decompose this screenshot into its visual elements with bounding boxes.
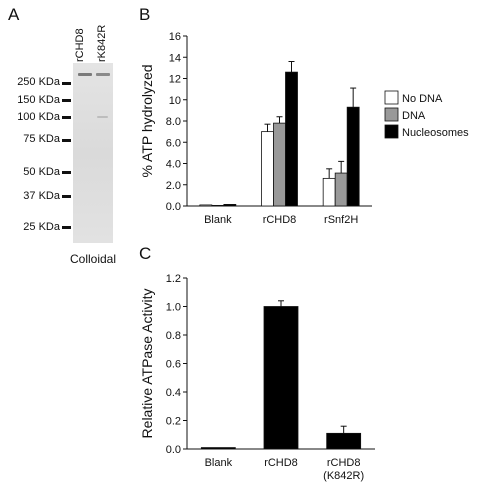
marker-tick xyxy=(62,195,71,198)
chart-c-bar xyxy=(263,306,299,450)
chart-b-y-axis-label: % ATP hydrolyzed xyxy=(139,64,155,177)
chart-b-legend-label: No DNA xyxy=(402,93,443,105)
chart-c-y-tick-label: 0.2 xyxy=(166,416,181,428)
marker-label-50: 50 KDa xyxy=(23,166,60,178)
chart-b-x-tick-label: Blank xyxy=(204,214,232,226)
chart-b-bar xyxy=(261,131,274,207)
chart-b-legend-label: DNA xyxy=(402,110,426,122)
chart-b-y-tick-label: 0.0 xyxy=(166,201,181,213)
gel-image xyxy=(73,63,113,243)
chart-b-y-tick-label: 12 xyxy=(169,74,181,86)
marker-tick xyxy=(62,171,71,174)
marker-tick xyxy=(62,99,71,102)
gel-band xyxy=(96,73,110,76)
chart-c-y-tick-label: 0.0 xyxy=(166,444,181,456)
chart-b-x-tick-label: rCHD8 xyxy=(263,214,297,226)
chart-b-bar xyxy=(223,204,237,207)
chart-c-y-tick-label: 0.6 xyxy=(166,359,181,371)
chart-c-y-tick-label: 1.2 xyxy=(166,273,181,285)
panel-b-letter: B xyxy=(139,5,151,24)
marker-tick xyxy=(62,82,71,85)
chart-b-y-tick-label: 8.0 xyxy=(166,116,181,128)
gel-caption: Colloidal xyxy=(70,252,117,266)
chart-b-bar xyxy=(346,106,360,207)
marker-label-250: 250 KDa xyxy=(17,76,60,88)
chart-b-legend-swatch xyxy=(384,90,399,105)
chart-c-x-tick-label: (K842R) xyxy=(323,470,364,482)
panel-c-letter: C xyxy=(139,244,152,263)
chart-b-y-tick-label: 2.0 xyxy=(166,180,181,192)
marker-label-37: 37 KDa xyxy=(23,190,60,202)
marker-tick xyxy=(62,139,71,142)
chart-b-bar xyxy=(199,204,213,207)
chart-b-y-tick-label: 6.0 xyxy=(166,137,181,149)
chart-c-bar xyxy=(326,432,362,450)
chart-b-y-tick-label: 14 xyxy=(169,52,181,64)
chart-b-y-tick-label: 4.0 xyxy=(166,159,181,171)
marker-label-150: 150 KDa xyxy=(17,94,60,106)
chart-c-y-tick-label: 0.8 xyxy=(166,330,181,342)
marker-tick xyxy=(62,226,71,229)
chart-b-bar xyxy=(285,71,298,207)
panel-a-letter: A xyxy=(8,5,20,24)
chart-b-y-tick-label: 16 xyxy=(169,31,181,43)
marker-tick xyxy=(62,116,71,119)
chart-b-y-tick-label: 10 xyxy=(169,95,181,107)
gel-band xyxy=(78,73,92,76)
chart-c-y-tick-label: 1.0 xyxy=(166,302,181,314)
chart-b-legend-swatch xyxy=(384,107,399,122)
chart-c-y-tick-label: 0.4 xyxy=(166,387,181,399)
chart-c-y-axis-label: Relative ATPase Activity xyxy=(139,289,155,439)
chart-b-x-tick-label: rSnf2H xyxy=(324,214,358,226)
marker-label-75: 75 KDa xyxy=(23,133,60,145)
chart-c-x-tick-label: Blank xyxy=(205,457,233,469)
chart-b-bar xyxy=(334,172,348,207)
chart-b-bar xyxy=(322,177,336,207)
chart-b-legend-label: Nucleosomes xyxy=(402,127,469,139)
chart-b-bar xyxy=(273,122,286,207)
marker-label-25: 25 KDa xyxy=(23,221,60,233)
gel-band xyxy=(97,116,108,118)
chart-c-x-tick-label: rCHD8 xyxy=(327,457,361,469)
chart-c-bar xyxy=(200,447,236,450)
chart-b-bar xyxy=(211,204,225,207)
chart-c-x-tick-label: rCHD8 xyxy=(264,457,298,469)
chart-b-legend-swatch xyxy=(384,124,399,139)
marker-label-100: 100 KDa xyxy=(17,111,60,123)
